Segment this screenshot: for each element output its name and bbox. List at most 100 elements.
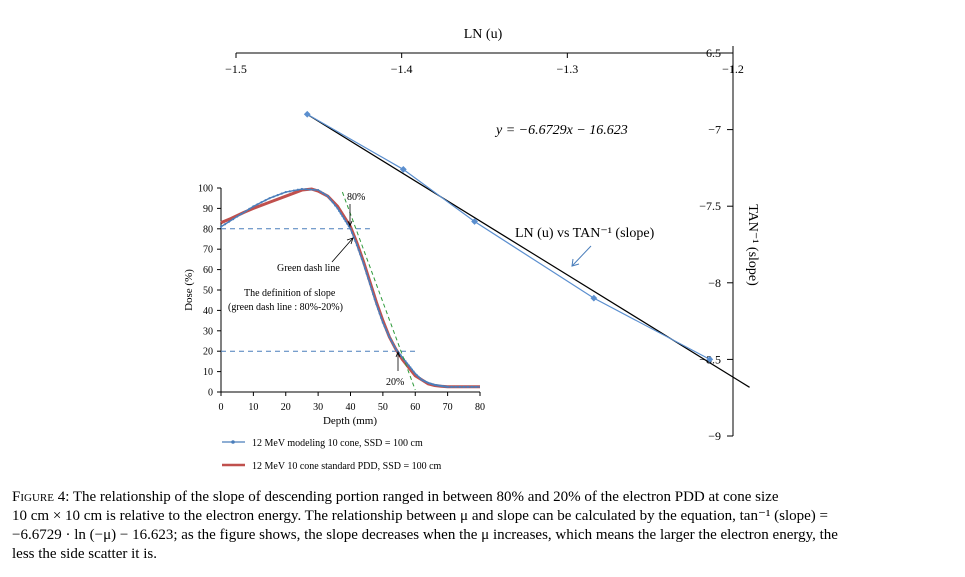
modeling-marker [388, 335, 391, 339]
modeling-marker [370, 287, 373, 291]
modeling-marker [393, 345, 396, 348]
modeling-marker [446, 385, 449, 388]
outer-series-arrow [571, 245, 592, 267]
modeling-marker [389, 338, 393, 342]
inset-y-tick-label: 40 [203, 306, 213, 317]
legend-item-standard: 12 MeV 10 cone standard PDD, SSD = 100 c… [222, 461, 442, 472]
modeling-marker [438, 384, 441, 387]
modeling-marker [252, 205, 255, 208]
modeling-marker [417, 375, 420, 378]
modeling-marker [414, 372, 417, 375]
modeling-marker [394, 348, 397, 351]
inset-y-tick-label: 80 [203, 224, 213, 235]
inset-y-tick-label: 100 [198, 184, 213, 195]
outer-x-axis-title: LN (u) [464, 27, 503, 42]
modeling-markers [219, 187, 478, 388]
modeling-marker [280, 192, 283, 195]
modeling-marker [268, 197, 271, 200]
modeling-marker [336, 207, 339, 210]
outer-data-point [706, 356, 714, 363]
modeling-marker [419, 377, 422, 380]
modeling-marker [312, 188, 316, 191]
modeling-marker [399, 354, 402, 357]
legend-item-modeling: 12 MeV modeling 10 cone, SSD = 100 cm [222, 438, 423, 449]
label-80-arrow [347, 204, 353, 228]
modeling-marker [236, 215, 239, 218]
definition-line1: The definition of slope [244, 288, 336, 299]
outer-points [303, 110, 714, 363]
modeling-marker [470, 385, 474, 388]
modeling-marker [474, 385, 478, 388]
modeling-marker [317, 188, 320, 192]
modeling-marker [232, 218, 235, 221]
modeling-marker [376, 307, 380, 310]
figure-caption: Figure 4: The relationship of the slope … [12, 488, 940, 564]
modeling-marker [219, 225, 223, 228]
modeling-marker [346, 222, 349, 225]
caption-line3: −6.6729 · ln (−μ) − 16.623; as the figur… [12, 527, 838, 543]
inset-x-ticks: 0 10 20 30 40 50 60 70 80 [219, 392, 485, 413]
modeling-marker [372, 292, 375, 296]
modeling-marker [462, 385, 465, 388]
modeling-marker [458, 385, 461, 388]
inset-y-tick-label: 60 [203, 265, 213, 276]
modeling-marker [288, 190, 291, 193]
outer-y-axis-title: TAN⁻¹ (slope) [745, 204, 760, 286]
outer-data-point [471, 218, 478, 225]
inset-x-tick-label: 40 [346, 402, 356, 413]
outer-y-tick-label: −7 [708, 123, 721, 137]
green-dash-label: Green dash line [277, 263, 340, 274]
modeling-marker [304, 188, 308, 191]
inset-x-tick-label: 50 [378, 402, 388, 413]
modeling-marker [433, 383, 436, 386]
inset-y-tick-label: 90 [203, 204, 213, 215]
modeling-marker [284, 190, 287, 194]
modeling-marker [386, 332, 389, 335]
inset-y-tick-label: 50 [203, 286, 213, 297]
modeling-marker [367, 277, 370, 280]
modeling-marker [339, 212, 342, 215]
outer-x-ticks: −1.5 −1.4 −1.3 −1.2 [225, 53, 744, 76]
legend: 12 MeV modeling 10 cone, SSD = 100 cm 12… [222, 438, 442, 472]
modeling-marker [344, 220, 347, 223]
trendline [306, 113, 750, 388]
modeling-marker [308, 188, 312, 191]
outer-data-point [303, 110, 311, 118]
modeling-marker [240, 212, 243, 216]
modeling-marker [380, 316, 383, 320]
modeling-marker [440, 384, 443, 387]
modeling-marker [256, 203, 259, 206]
outer-y-tick-label: −6.5 [699, 46, 721, 60]
inset-x-tick-label: 0 [219, 402, 224, 413]
outer-y-ticks: −9−8.5−8−7.5−7−6.5 [699, 46, 733, 443]
modeling-marker [342, 217, 346, 220]
modeling-marker [260, 201, 263, 204]
label-80: 80% [347, 192, 365, 203]
modeling-marker [341, 214, 344, 218]
modeling-marker [321, 192, 325, 195]
modeling-marker [404, 360, 407, 363]
caption-line4: less the side scatter it is. [12, 546, 157, 562]
outer-series-label: LN (u) vs TAN⁻¹ (slope) [515, 226, 655, 241]
modeling-marker [415, 374, 418, 377]
inset-x-tick-label: 20 [281, 402, 291, 413]
inset-y-tick-label: 30 [203, 326, 213, 337]
modeling-marker [272, 195, 275, 198]
outer-data-point [399, 166, 407, 173]
modeling-marker [450, 385, 453, 388]
modeling-marker [441, 385, 444, 388]
trendline-equation: y = −6.6729x − 16.623 [494, 123, 628, 138]
modeling-marker [365, 272, 368, 275]
modeling-marker [373, 298, 376, 301]
inset-y-tick-label: 0 [208, 388, 213, 399]
inset-y-tick-label: 10 [203, 367, 213, 378]
modeling-marker [324, 193, 327, 196]
modeling-marker [352, 235, 355, 239]
green-dash-line [341, 191, 416, 391]
modeling-marker [466, 385, 469, 388]
modeling-marker [300, 187, 304, 191]
modeling-marker [264, 199, 267, 202]
caption-line2: 10 cm × 10 cm is relative to the electro… [12, 508, 828, 524]
modeling-marker [276, 194, 279, 197]
modeling-marker [385, 328, 388, 331]
